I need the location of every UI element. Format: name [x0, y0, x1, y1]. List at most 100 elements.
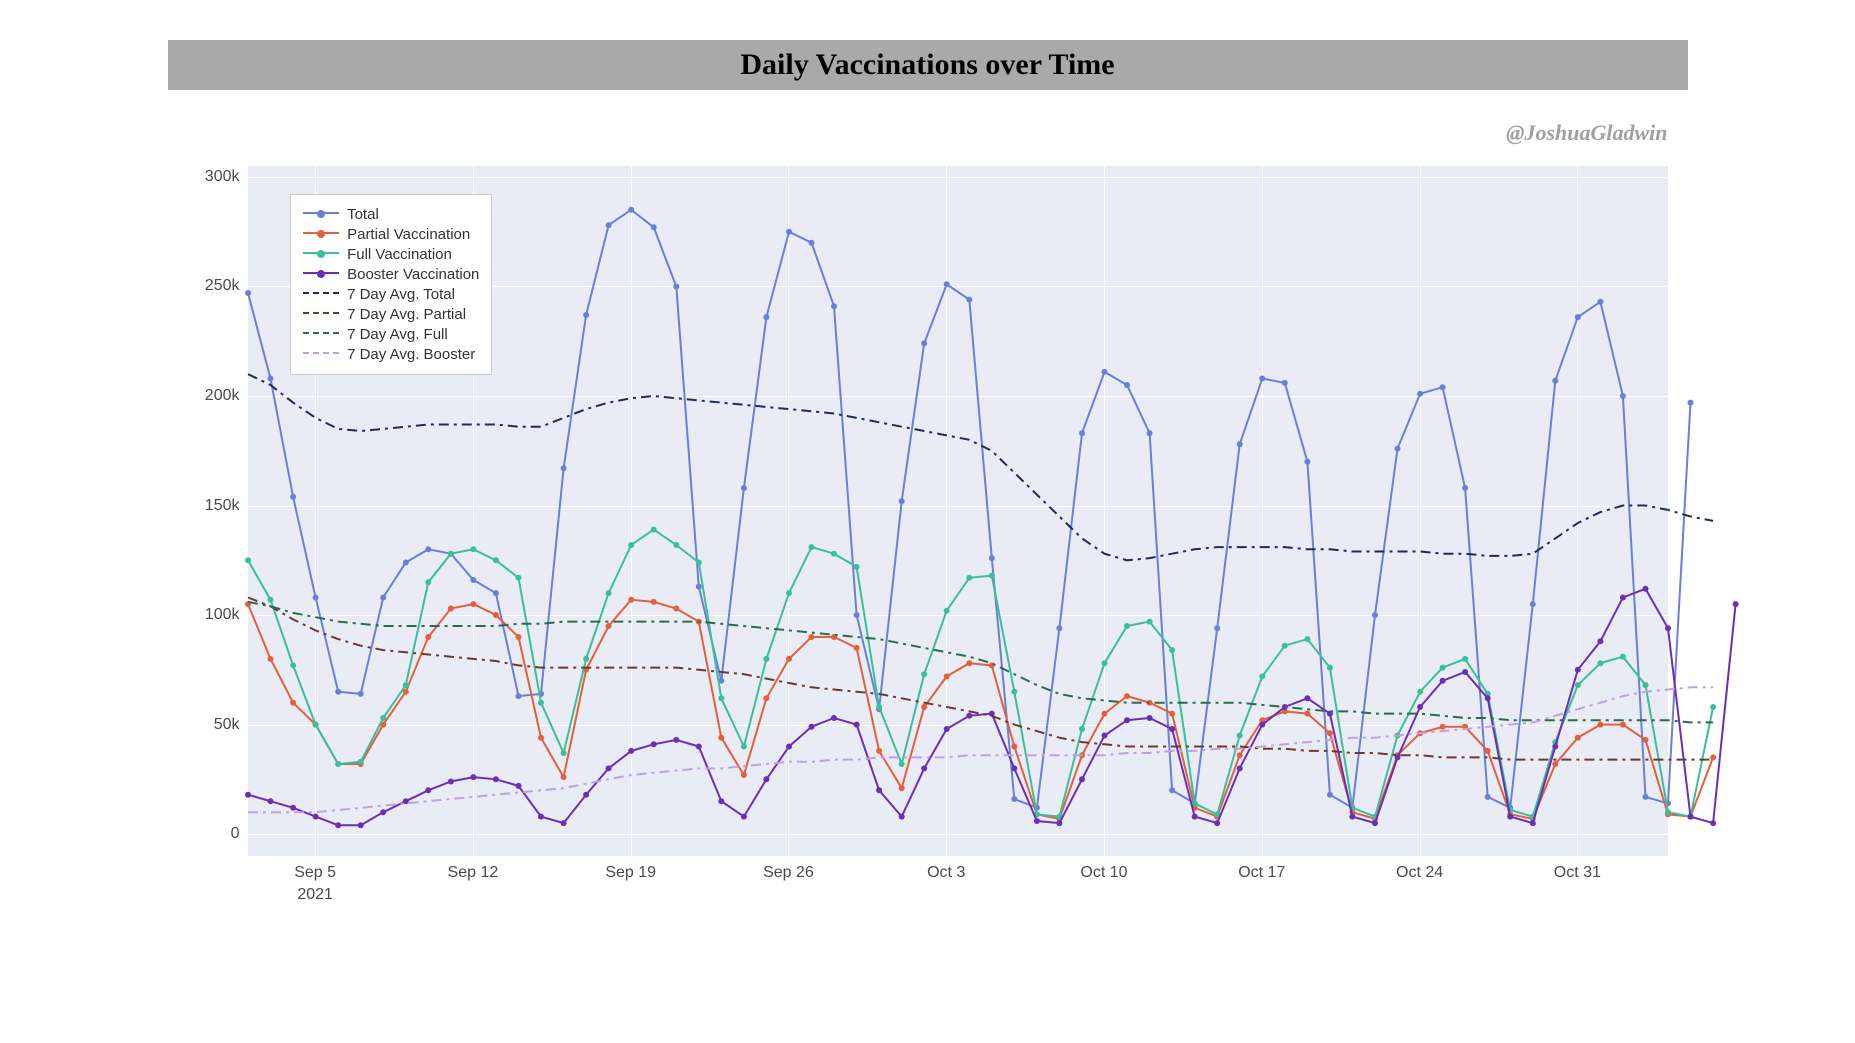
marker-full: [695, 560, 701, 566]
marker-full: [1169, 647, 1175, 653]
marker-partial: [898, 785, 904, 791]
marker-partial: [1642, 737, 1648, 743]
marker-total: [673, 284, 679, 290]
marker-partial: [1574, 735, 1580, 741]
x-tick-label: Sep 26: [763, 856, 814, 882]
marker-booster: [1079, 776, 1085, 782]
marker-full: [290, 662, 296, 668]
marker-booster: [921, 765, 927, 771]
plot-area: 050k100k150k200k250k300kSep 5Sep 12Sep 1…: [248, 166, 1668, 856]
legend-swatch: [303, 307, 339, 321]
marker-full: [1304, 636, 1310, 642]
marker-full: [1710, 704, 1716, 710]
y-tick-label: 250k: [205, 277, 248, 295]
legend-label: 7 Day Avg. Total: [347, 286, 455, 303]
marker-total: [1574, 314, 1580, 320]
marker-booster: [831, 715, 837, 721]
marker-total: [1619, 393, 1625, 399]
legend-item-avg_full: 7 Day Avg. Full: [303, 326, 479, 343]
marker-booster: [1124, 717, 1130, 723]
y-tick-label: 300k: [205, 168, 248, 186]
marker-full: [763, 656, 769, 662]
marker-total: [1394, 446, 1400, 452]
marker-total: [1462, 485, 1468, 491]
marker-full: [1597, 660, 1603, 666]
legend-item-avg_booster: 7 Day Avg. Booster: [303, 346, 479, 363]
marker-full: [357, 759, 363, 765]
marker-full: [718, 695, 724, 701]
marker-total: [831, 303, 837, 309]
y-tick-label: 200k: [205, 387, 248, 405]
marker-booster: [763, 776, 769, 782]
marker-partial: [943, 673, 949, 679]
marker-total: [966, 297, 972, 303]
marker-full: [425, 579, 431, 585]
marker-total: [380, 595, 386, 601]
marker-booster: [605, 765, 611, 771]
marker-booster: [538, 814, 544, 820]
marker-booster: [1687, 814, 1693, 820]
marker-full: [245, 557, 251, 563]
marker-booster: [673, 737, 679, 743]
marker-full: [1619, 654, 1625, 660]
marker-full: [470, 546, 476, 552]
marker-total: [943, 281, 949, 287]
marker-total: [1326, 792, 1332, 798]
marker-partial: [876, 748, 882, 754]
y-tick-label: 50k: [214, 716, 248, 734]
marker-partial: [650, 599, 656, 605]
marker-total: [267, 376, 273, 382]
marker-partial: [605, 623, 611, 629]
x-tick-label: Oct 10: [1080, 856, 1127, 882]
legend-swatch: [303, 287, 339, 301]
marker-total: [470, 577, 476, 583]
marker-booster: [943, 726, 949, 732]
marker-booster: [650, 741, 656, 747]
series-avg_full: [248, 602, 1713, 723]
marker-booster: [380, 809, 386, 815]
marker-full: [605, 590, 611, 596]
marker-booster: [1642, 586, 1648, 592]
marker-partial: [1101, 711, 1107, 717]
marker-full: [628, 542, 634, 548]
marker-partial: [1326, 730, 1332, 736]
marker-full: [1146, 619, 1152, 625]
legend-label: 7 Day Avg. Full: [347, 326, 448, 343]
marker-partial: [740, 772, 746, 778]
marker-full: [1462, 656, 1468, 662]
legend-swatch: [303, 207, 339, 221]
marker-full: [560, 750, 566, 756]
marker-partial: [921, 704, 927, 710]
y-tick-label: 0: [231, 825, 248, 843]
legend-label: Total: [347, 206, 379, 223]
marker-total: [335, 689, 341, 695]
marker-total: [1304, 459, 1310, 465]
marker-booster: [583, 792, 589, 798]
marker-partial: [763, 695, 769, 701]
marker-booster: [740, 814, 746, 820]
marker-partial: [1597, 722, 1603, 728]
marker-full: [1011, 689, 1017, 695]
marker-total: [1642, 794, 1648, 800]
marker-booster: [425, 787, 431, 793]
marker-booster: [515, 783, 521, 789]
marker-partial: [515, 634, 521, 640]
marker-full: [988, 573, 994, 579]
marker-booster: [853, 722, 859, 728]
marker-full: [492, 557, 498, 563]
marker-full: [1326, 665, 1332, 671]
marker-booster: [560, 820, 566, 826]
marker-total: [583, 312, 589, 318]
attribution: @JoshuaGladwin: [168, 120, 1668, 146]
marker-booster: [1146, 715, 1152, 721]
marker-booster: [628, 748, 634, 754]
marker-total: [763, 314, 769, 320]
marker-booster: [1214, 820, 1220, 826]
marker-booster: [402, 798, 408, 804]
series-partial: [248, 600, 1713, 819]
marker-total: [695, 584, 701, 590]
x-tick-label: Sep 19: [605, 856, 656, 882]
marker-booster: [1169, 726, 1175, 732]
marker-full: [402, 682, 408, 688]
marker-total: [402, 560, 408, 566]
